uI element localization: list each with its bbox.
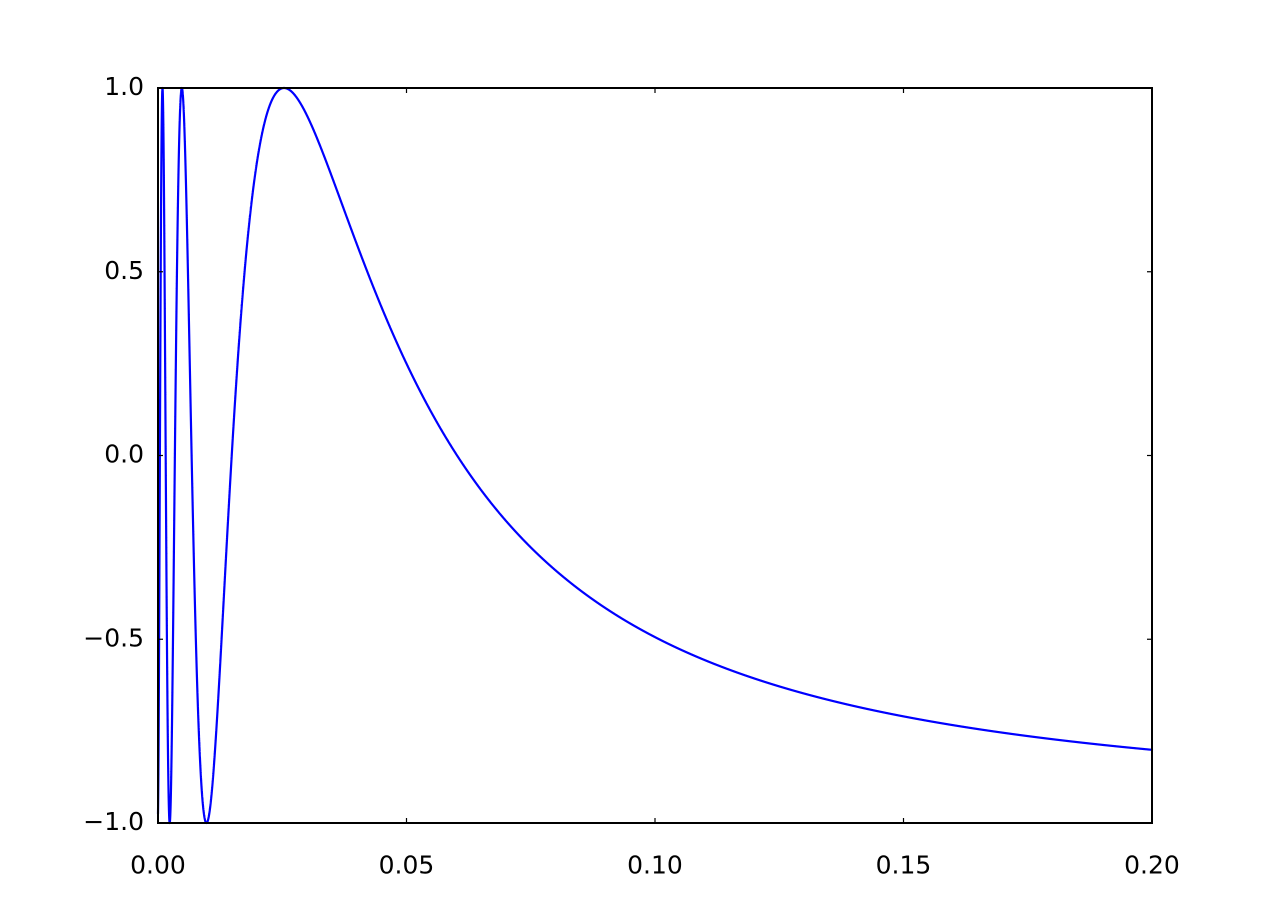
x-tick-label: 0.15 — [876, 850, 932, 879]
axes-background — [158, 88, 1152, 823]
y-tick-label: 1.0 — [104, 72, 144, 101]
plot-area: 0.00 0.05 0.10 0.15 0.20 −1.0 −0.5 0.0 0.5 1.0 — [83, 72, 1180, 879]
y-tick-label: −0.5 — [83, 623, 144, 652]
x-tick-label: 0.10 — [627, 850, 683, 879]
y-tick-label: 0.5 — [104, 256, 144, 285]
y-tick-label: −1.0 — [83, 807, 144, 836]
chirp-line-series — [156, 86, 1154, 825]
y-axis-ticks — [158, 87, 1152, 824]
y-tick-label: 0.0 — [104, 440, 144, 469]
x-tick-label: 0.05 — [379, 850, 435, 879]
x-tick-label: 0.00 — [130, 850, 186, 879]
x-axis-ticks — [157, 88, 1153, 823]
x-axis-tick-labels: 0.00 0.05 0.10 0.15 0.20 — [130, 850, 1180, 879]
y-axis-tick-labels: −1.0 −0.5 0.0 0.5 1.0 — [83, 72, 144, 836]
x-tick-label: 0.20 — [1124, 850, 1180, 879]
